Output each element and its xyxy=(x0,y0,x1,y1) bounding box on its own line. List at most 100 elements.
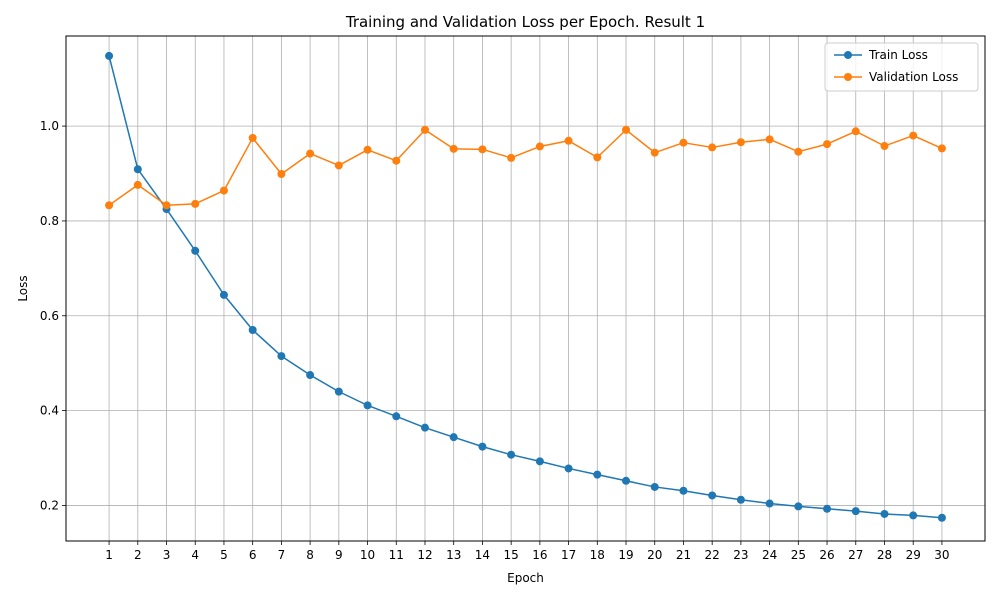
validation-point xyxy=(334,161,343,170)
validation-point xyxy=(535,142,544,151)
train-point xyxy=(219,290,228,299)
train-point xyxy=(823,504,832,513)
y-tick-label: 0.2 xyxy=(40,498,59,512)
train-point xyxy=(363,401,372,410)
x-tick-label: 23 xyxy=(733,548,748,562)
train-point xyxy=(392,412,401,421)
legend: Train Loss Validation Loss xyxy=(824,42,979,92)
train-point xyxy=(650,482,659,491)
validation-point xyxy=(823,140,832,149)
plot-frame xyxy=(65,35,986,542)
x-tick-label: 4 xyxy=(191,548,199,562)
y-tick-label: 1.0 xyxy=(40,119,59,133)
validation-point xyxy=(507,153,516,162)
x-tick-label: 2 xyxy=(134,548,142,562)
axes xyxy=(65,35,986,542)
validation-point xyxy=(593,153,602,162)
validation-point xyxy=(880,142,889,151)
legend-box xyxy=(824,42,979,92)
series-lines xyxy=(105,51,946,522)
x-tick-label: 7 xyxy=(278,548,286,562)
validation-point xyxy=(277,169,286,178)
x-tick-label: 25 xyxy=(791,548,806,562)
train-point xyxy=(535,457,544,466)
legend-validation-label: Validation Loss xyxy=(869,70,958,84)
x-tick-label: 5 xyxy=(220,548,228,562)
y-tick-label: 0.4 xyxy=(40,404,59,418)
x-tick-label: 18 xyxy=(590,548,605,562)
grid xyxy=(66,36,985,541)
train-point xyxy=(564,464,573,473)
validation-point xyxy=(219,186,228,195)
train-point xyxy=(105,51,114,60)
train-point xyxy=(937,513,946,522)
validation-point xyxy=(909,131,918,140)
y-tick-label: 0.8 xyxy=(40,214,59,228)
chart-title: Training and Validation Loss per Epoch. … xyxy=(345,13,705,31)
validation-point xyxy=(306,149,315,158)
validation-point xyxy=(622,125,631,134)
x-tick-label: 24 xyxy=(762,548,777,562)
train-point xyxy=(306,371,315,380)
x-tick-label: 10 xyxy=(360,548,375,562)
x-axis-label: Epoch xyxy=(507,571,544,585)
x-tick-label: 13 xyxy=(446,548,461,562)
train-point xyxy=(420,423,429,432)
x-tick-label: 12 xyxy=(417,548,432,562)
x-tick-label: 29 xyxy=(906,548,921,562)
train-point xyxy=(133,165,142,174)
validation-point xyxy=(363,145,372,154)
x-tick-label: 19 xyxy=(618,548,633,562)
x-tick-label: 30 xyxy=(934,548,949,562)
x-tick-label: 28 xyxy=(877,548,892,562)
train-point xyxy=(593,470,602,479)
validation-point xyxy=(794,147,803,156)
validation-point xyxy=(105,201,114,210)
validation-point xyxy=(133,180,142,189)
x-tick-label: 26 xyxy=(819,548,834,562)
x-tick-label: 21 xyxy=(676,548,691,562)
x-tick-label: 3 xyxy=(163,548,171,562)
validation-point xyxy=(765,135,774,144)
x-tick-label: 20 xyxy=(647,548,662,562)
train-point xyxy=(622,476,631,485)
validation-point xyxy=(191,199,200,208)
train-point xyxy=(880,509,889,518)
validation-point xyxy=(449,144,458,153)
validation-point xyxy=(736,138,745,147)
x-tick-label: 22 xyxy=(705,548,720,562)
train-point xyxy=(277,352,286,361)
train-point xyxy=(851,507,860,516)
series-line-validation xyxy=(108,129,943,207)
validation-point xyxy=(937,144,946,153)
train-point xyxy=(736,495,745,504)
legend-validation-marker xyxy=(844,73,852,81)
validation-point xyxy=(650,148,659,157)
x-tick-label: 14 xyxy=(475,548,490,562)
train-point xyxy=(449,433,458,442)
train-point xyxy=(334,387,343,396)
series-line-train xyxy=(108,55,942,519)
validation-point xyxy=(708,143,717,152)
legend-train-marker xyxy=(844,51,852,59)
y-tick-label: 0.6 xyxy=(40,309,59,323)
validation-point xyxy=(420,125,429,134)
train-point xyxy=(507,450,516,459)
x-tick-label: 9 xyxy=(335,548,343,562)
x-tick-label: 16 xyxy=(532,548,547,562)
train-point xyxy=(708,491,717,500)
train-point xyxy=(909,511,918,520)
validation-point xyxy=(478,145,487,154)
x-tick-label: 27 xyxy=(848,548,863,562)
train-point xyxy=(248,325,257,334)
tick-marks: 1 2 3 4 5 6 7 8 9 10 11 12 13 14 15 16 17 18 19 20 21 22 23 24 2… xyxy=(40,119,950,562)
train-point xyxy=(679,486,688,495)
legend-train-label: Train Loss xyxy=(868,48,928,62)
validation-point xyxy=(392,156,401,165)
validation-point xyxy=(564,136,573,145)
train-point xyxy=(794,502,803,511)
x-tick-label: 1 xyxy=(105,548,113,562)
x-tick-label: 15 xyxy=(504,548,519,562)
